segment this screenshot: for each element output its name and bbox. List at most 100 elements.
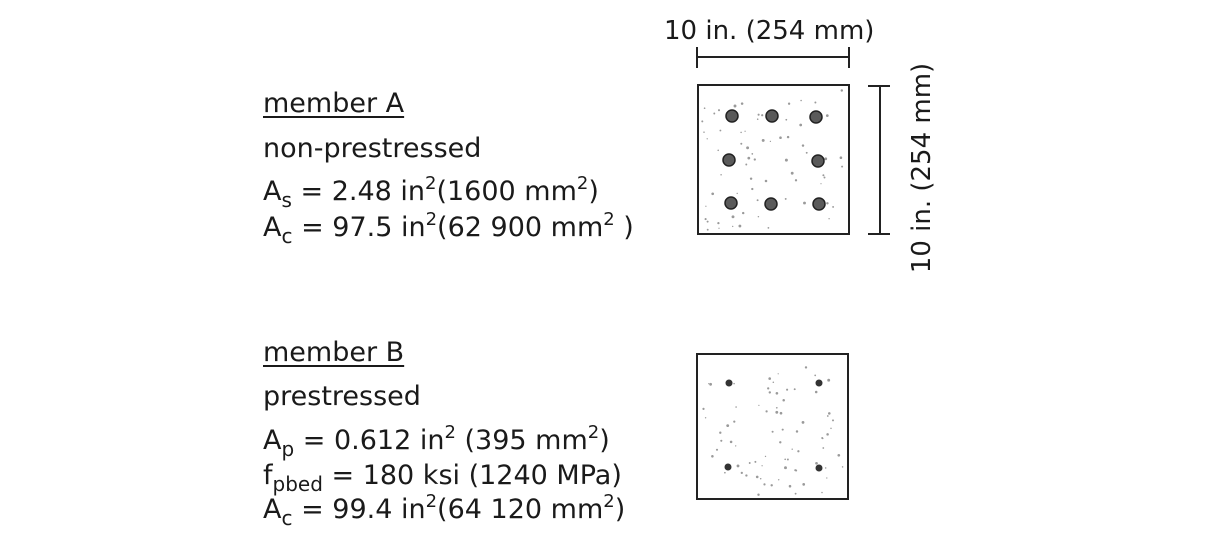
stipple-dot	[719, 431, 722, 434]
stipple-dot	[822, 174, 825, 177]
stipple-dot	[794, 179, 798, 182]
stipple-dot	[740, 131, 742, 134]
stipple-dot	[717, 221, 720, 225]
stipple-dot	[824, 157, 828, 161]
stipple-dot	[745, 163, 748, 166]
stipple-dot	[803, 201, 806, 205]
stipple-dot	[759, 477, 762, 480]
stipple-dot	[706, 138, 708, 140]
member-a-title: member A	[263, 88, 405, 119]
stipple-dot	[771, 430, 774, 433]
stipple-dot	[740, 471, 743, 475]
stipple-dot	[720, 439, 723, 442]
stipple-dot	[761, 114, 764, 117]
stipple-dot	[791, 448, 793, 450]
stipple-dot	[733, 104, 737, 108]
stipple-dot	[786, 458, 789, 461]
stipple-dot	[746, 146, 750, 150]
stipple-dot	[764, 179, 768, 183]
stipple-dot	[744, 130, 746, 132]
stipple-dot	[814, 374, 817, 377]
member-a-as: As = 2.48 in2(1600 mm2)	[263, 173, 599, 212]
stipple-dot	[826, 433, 829, 436]
stipple-dot	[775, 391, 779, 395]
stipple-dot	[748, 462, 751, 464]
stipple-dot	[814, 390, 818, 394]
stipple-dot	[805, 151, 808, 154]
stipple-dot	[794, 469, 797, 472]
stipple-dot	[747, 156, 751, 160]
stipple-dot	[704, 417, 707, 419]
stipple-dot	[756, 199, 759, 202]
strand	[815, 464, 823, 472]
stipple-dot	[779, 441, 782, 444]
stipple-dot	[763, 483, 766, 486]
stipple-dot	[768, 391, 772, 394]
rebar	[725, 109, 739, 123]
stipple-dot	[724, 471, 726, 474]
stipple-dot	[726, 424, 730, 428]
stipple-dot	[826, 202, 829, 205]
stipple-dot	[736, 464, 740, 468]
stipple-dot	[786, 388, 789, 391]
stipple-dot	[701, 120, 704, 123]
stipple-dot	[703, 131, 705, 133]
member-a-ac: Ac = 97.5 in2(62 900 mm2 )	[263, 209, 634, 248]
member-b-ac: Ac = 99.4 in2(64 120 mm2)	[263, 491, 626, 530]
stipple-dot	[703, 107, 706, 110]
stipple-dot	[832, 205, 835, 208]
stipple-dot	[822, 447, 825, 449]
member-a-rebars	[722, 109, 826, 211]
stipple-dot	[736, 192, 738, 195]
rebar	[724, 196, 738, 210]
stipple-dot	[740, 102, 744, 105]
stipple-dot	[827, 378, 831, 382]
height-dimension-line	[868, 85, 890, 235]
member-b-stipple	[702, 366, 844, 496]
stipple-dot	[777, 373, 779, 375]
width-dimension-line	[696, 47, 850, 68]
stipple-dot	[735, 406, 737, 408]
stipple-dot	[706, 220, 709, 223]
stipple-dot	[781, 428, 784, 431]
stipple-dot	[794, 492, 797, 495]
stipple-dot	[706, 228, 709, 231]
stipple-dot	[740, 142, 743, 145]
stipple-dot	[799, 123, 803, 127]
stipple-dot	[755, 475, 759, 479]
member-a-stipple	[701, 89, 844, 231]
stipple-dot	[751, 187, 754, 191]
stipple-dot	[801, 421, 805, 424]
stipple-dot	[840, 89, 844, 92]
stipple-dot	[821, 437, 824, 440]
stipple-dot	[719, 129, 722, 132]
stipple-dot	[830, 427, 832, 430]
stipple-dot	[826, 415, 829, 417]
stipple-dot	[804, 366, 808, 369]
stipple-dot	[821, 491, 823, 494]
stipple-dot	[793, 388, 796, 391]
stipple-dot	[761, 138, 765, 142]
stipple-dot	[784, 158, 788, 162]
stipple-dot	[786, 135, 790, 139]
stipple-dot	[801, 144, 805, 147]
stipple-dot	[729, 440, 733, 444]
rebar	[764, 197, 778, 211]
stipple-dot	[785, 118, 788, 121]
stipple-dot	[775, 406, 778, 409]
stipple-dot	[768, 377, 772, 380]
stipple-dot	[754, 460, 757, 463]
stipple-dot	[784, 466, 787, 470]
stipple-dot	[738, 224, 742, 228]
stipple-dot	[711, 192, 715, 196]
stipple-dot	[756, 118, 759, 120]
strand	[815, 379, 823, 387]
stipple-dot	[735, 445, 737, 447]
stipple-dot	[784, 197, 787, 200]
member-a-type: non-prestressed	[263, 133, 482, 164]
stipple-dot	[751, 153, 754, 155]
stipple-dot	[820, 183, 822, 185]
stipple-dot	[841, 165, 844, 168]
stipple-dot	[732, 225, 734, 228]
member-b-strands	[724, 379, 823, 472]
